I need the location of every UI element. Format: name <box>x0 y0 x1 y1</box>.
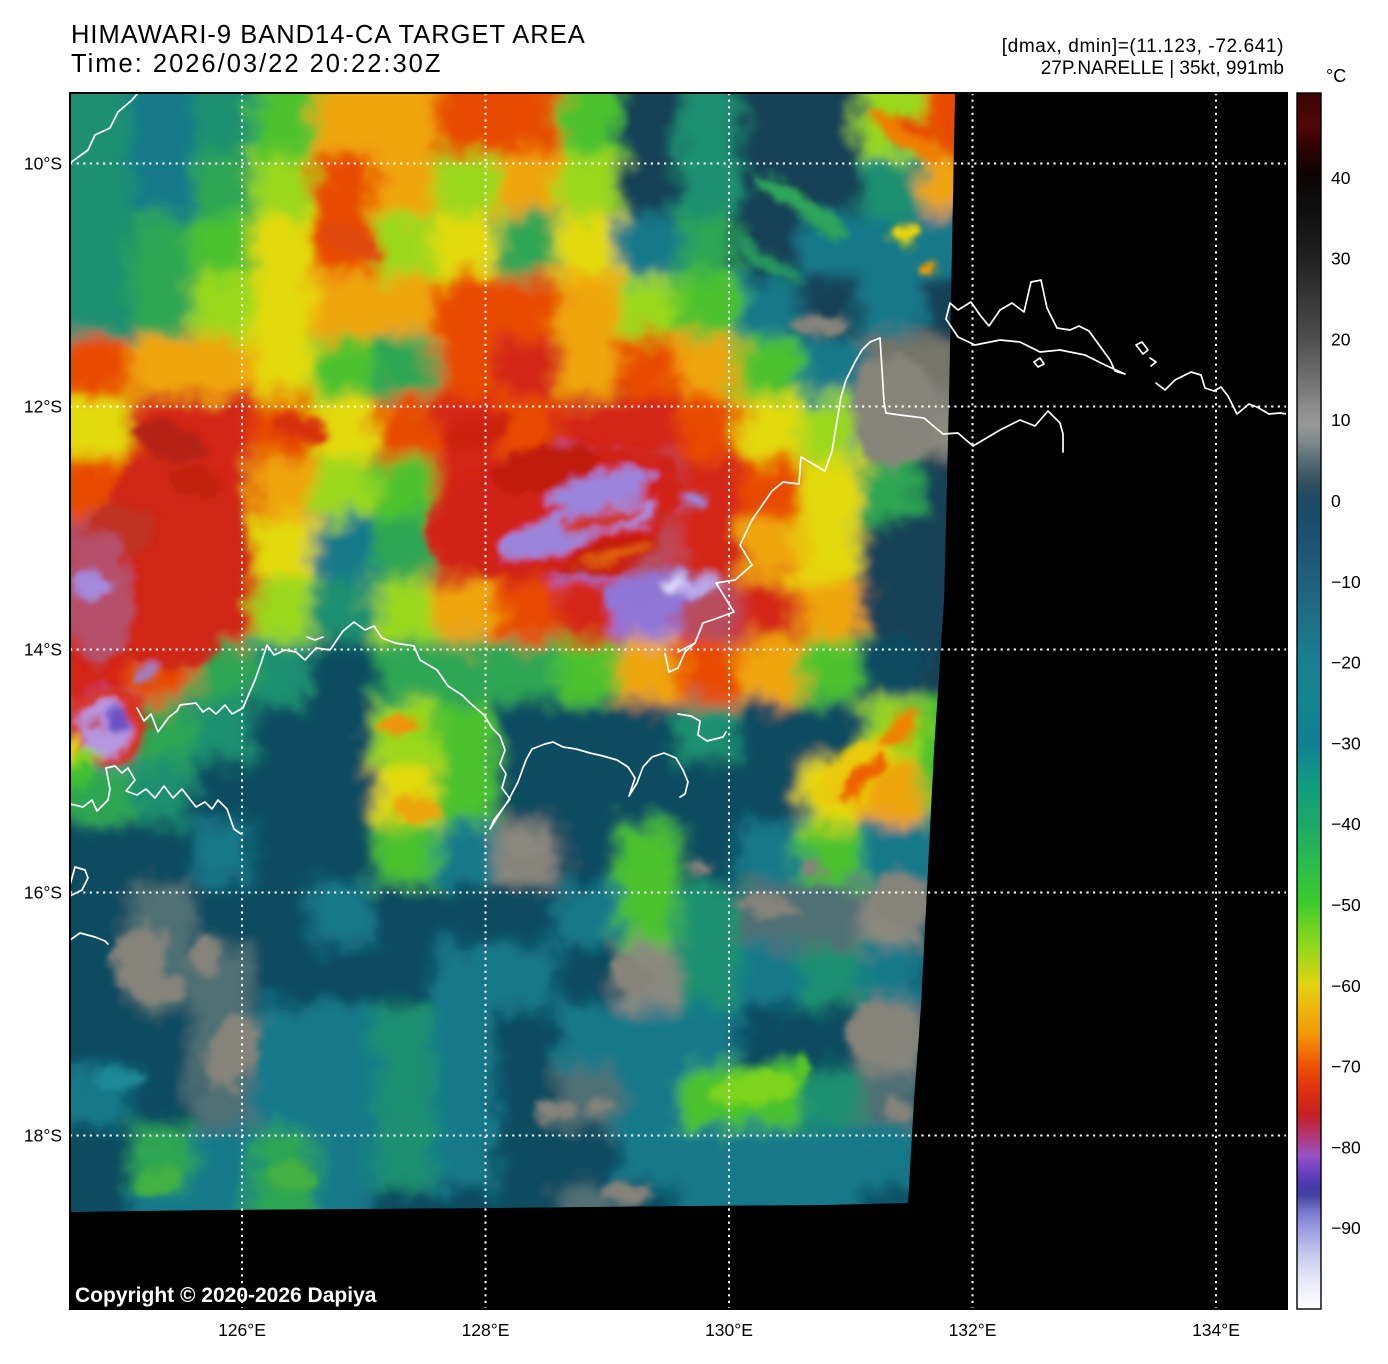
svg-text:132°E: 132°E <box>949 1320 997 1340</box>
svg-text:20: 20 <box>1331 329 1351 349</box>
svg-text:−90: −90 <box>1331 1218 1361 1238</box>
svg-text:−50: −50 <box>1331 895 1361 915</box>
svg-text:0: 0 <box>1331 491 1341 511</box>
svg-text:14°S: 14°S <box>24 640 62 660</box>
svg-text:−20: −20 <box>1331 653 1361 673</box>
svg-text:30: 30 <box>1331 249 1351 269</box>
svg-text:Time: 2026/03/22 20:22:30Z: Time: 2026/03/22 20:22:30Z <box>71 50 442 78</box>
svg-text:10: 10 <box>1331 410 1351 430</box>
svg-text:°C: °C <box>1326 66 1346 86</box>
svg-text:27P.NARELLE | 35kt, 991mb: 27P.NARELLE | 35kt, 991mb <box>1041 58 1284 79</box>
svg-text:126°E: 126°E <box>218 1320 266 1340</box>
svg-text:Copyright © 2020-2026 Dapiya: Copyright © 2020-2026 Dapiya <box>75 1284 377 1307</box>
svg-text:−60: −60 <box>1331 976 1361 996</box>
svg-text:−70: −70 <box>1331 1057 1361 1077</box>
svg-text:−40: −40 <box>1331 814 1361 834</box>
svg-text:40: 40 <box>1331 168 1351 188</box>
svg-text:16°S: 16°S <box>24 883 62 903</box>
svg-text:128°E: 128°E <box>462 1320 510 1340</box>
svg-text:−30: −30 <box>1331 733 1361 753</box>
svg-text:HIMAWARI-9 BAND14-CA TARGET AR: HIMAWARI-9 BAND14-CA TARGET AREA <box>71 21 586 49</box>
svg-text:130°E: 130°E <box>705 1320 753 1340</box>
svg-text:18°S: 18°S <box>24 1126 62 1146</box>
svg-text:12°S: 12°S <box>24 397 62 417</box>
svg-text:−10: −10 <box>1331 572 1361 592</box>
svg-text:−80: −80 <box>1331 1137 1361 1157</box>
svg-text:134°E: 134°E <box>1192 1320 1240 1340</box>
svg-text:[dmax, dmin]=(11.123, -72.641): [dmax, dmin]=(11.123, -72.641) <box>1002 36 1284 57</box>
svg-text:10°S: 10°S <box>24 154 62 174</box>
